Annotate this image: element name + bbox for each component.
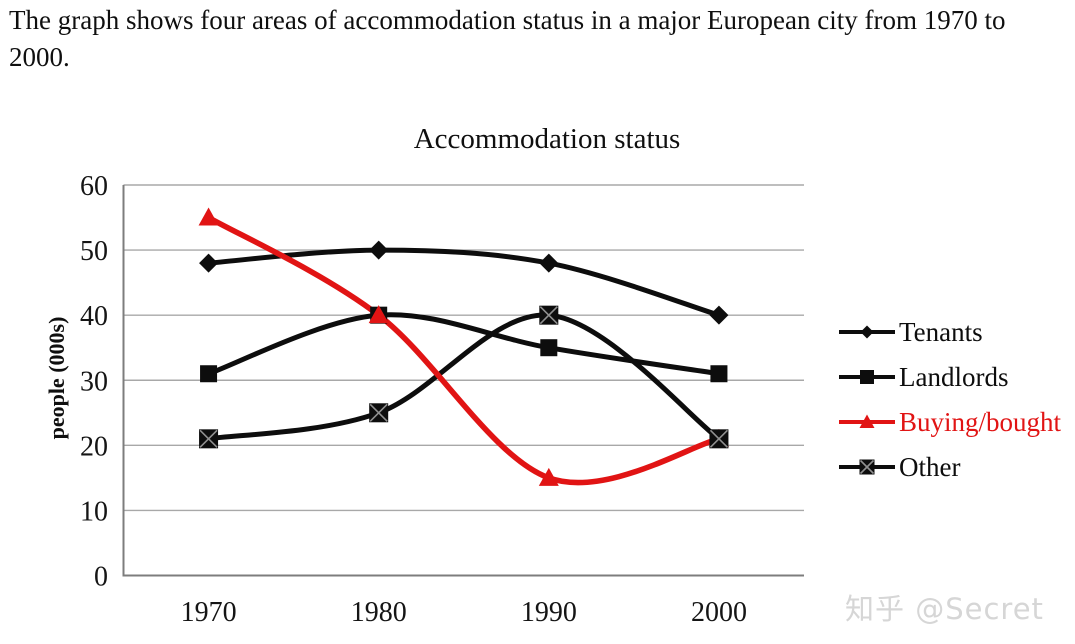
legend-entry-tenants: Tenants [838, 317, 1061, 347]
y-tick-label-40: 40 [80, 301, 108, 332]
x-tick-label-1970: 1970 [181, 597, 237, 628]
legend-label-landlords: Landlords [899, 361, 1009, 392]
legend-swatch-buying-bought [839, 414, 895, 428]
x-tick-label-1990: 1990 [521, 597, 577, 628]
marker-other-1980 [369, 403, 389, 423]
x-tick-label-2000: 2000 [691, 597, 747, 628]
y-tick-label-10: 10 [80, 496, 108, 527]
marker-buying-bought-1990 [538, 467, 559, 486]
x-tick-label-1980: 1980 [351, 597, 407, 628]
marker-landlords-1970 [200, 365, 218, 383]
legend-marker-other-icon [859, 459, 875, 475]
y-tick-label-20: 20 [80, 431, 108, 462]
task-description: The graph shows four areas of accommodat… [9, 5, 1006, 73]
y-tick-label-50: 50 [80, 236, 108, 267]
marker-tenants-2000 [709, 305, 729, 325]
legend-marker-tenants-icon [860, 325, 874, 339]
marker-tenants-1980 [369, 240, 389, 260]
marker-tenants-1970 [199, 253, 219, 273]
marker-other-1990 [539, 305, 559, 325]
series-line-other [206, 312, 722, 442]
legend-label-buying-bought: Buying/bought [899, 406, 1062, 437]
marker-tenants-1990 [539, 253, 559, 273]
y-tick-label-60: 60 [80, 171, 108, 202]
legend-swatch-other [839, 459, 895, 475]
marker-other-1970 [199, 429, 219, 449]
marker-landlords-2000 [710, 365, 728, 383]
watermark: 知乎 @Secret [845, 592, 1044, 626]
legend-entry-other: Other [838, 452, 1061, 482]
legend-marker-buying-bought-icon [859, 414, 875, 428]
legend: Tenants Landlords Buying/bought Other [838, 317, 1061, 482]
legend-entry-landlords: Landlords [838, 362, 1061, 392]
chart-title: Accommodation status [413, 123, 681, 155]
legend-swatch-tenants [839, 325, 895, 339]
series-line-buying-bought [205, 214, 722, 486]
marker-landlords-1990 [540, 339, 558, 357]
legend-swatch-landlords [839, 370, 895, 384]
y-tick-label-0: 0 [94, 562, 108, 593]
legend-label-other: Other [899, 451, 961, 482]
marker-other-2000 [709, 429, 729, 449]
legend-label-tenants: Tenants [899, 316, 983, 347]
y-axis-title: people (000s) [44, 316, 69, 440]
y-tick-label-30: 30 [80, 366, 108, 397]
marker-buying-bought-1970 [198, 207, 219, 226]
legend-marker-landlords-icon [860, 370, 874, 384]
series-line-landlords [206, 312, 722, 377]
legend-entry-buying-bought: Buying/bought [838, 407, 1061, 437]
marker-buying-bought-1980 [368, 305, 389, 324]
